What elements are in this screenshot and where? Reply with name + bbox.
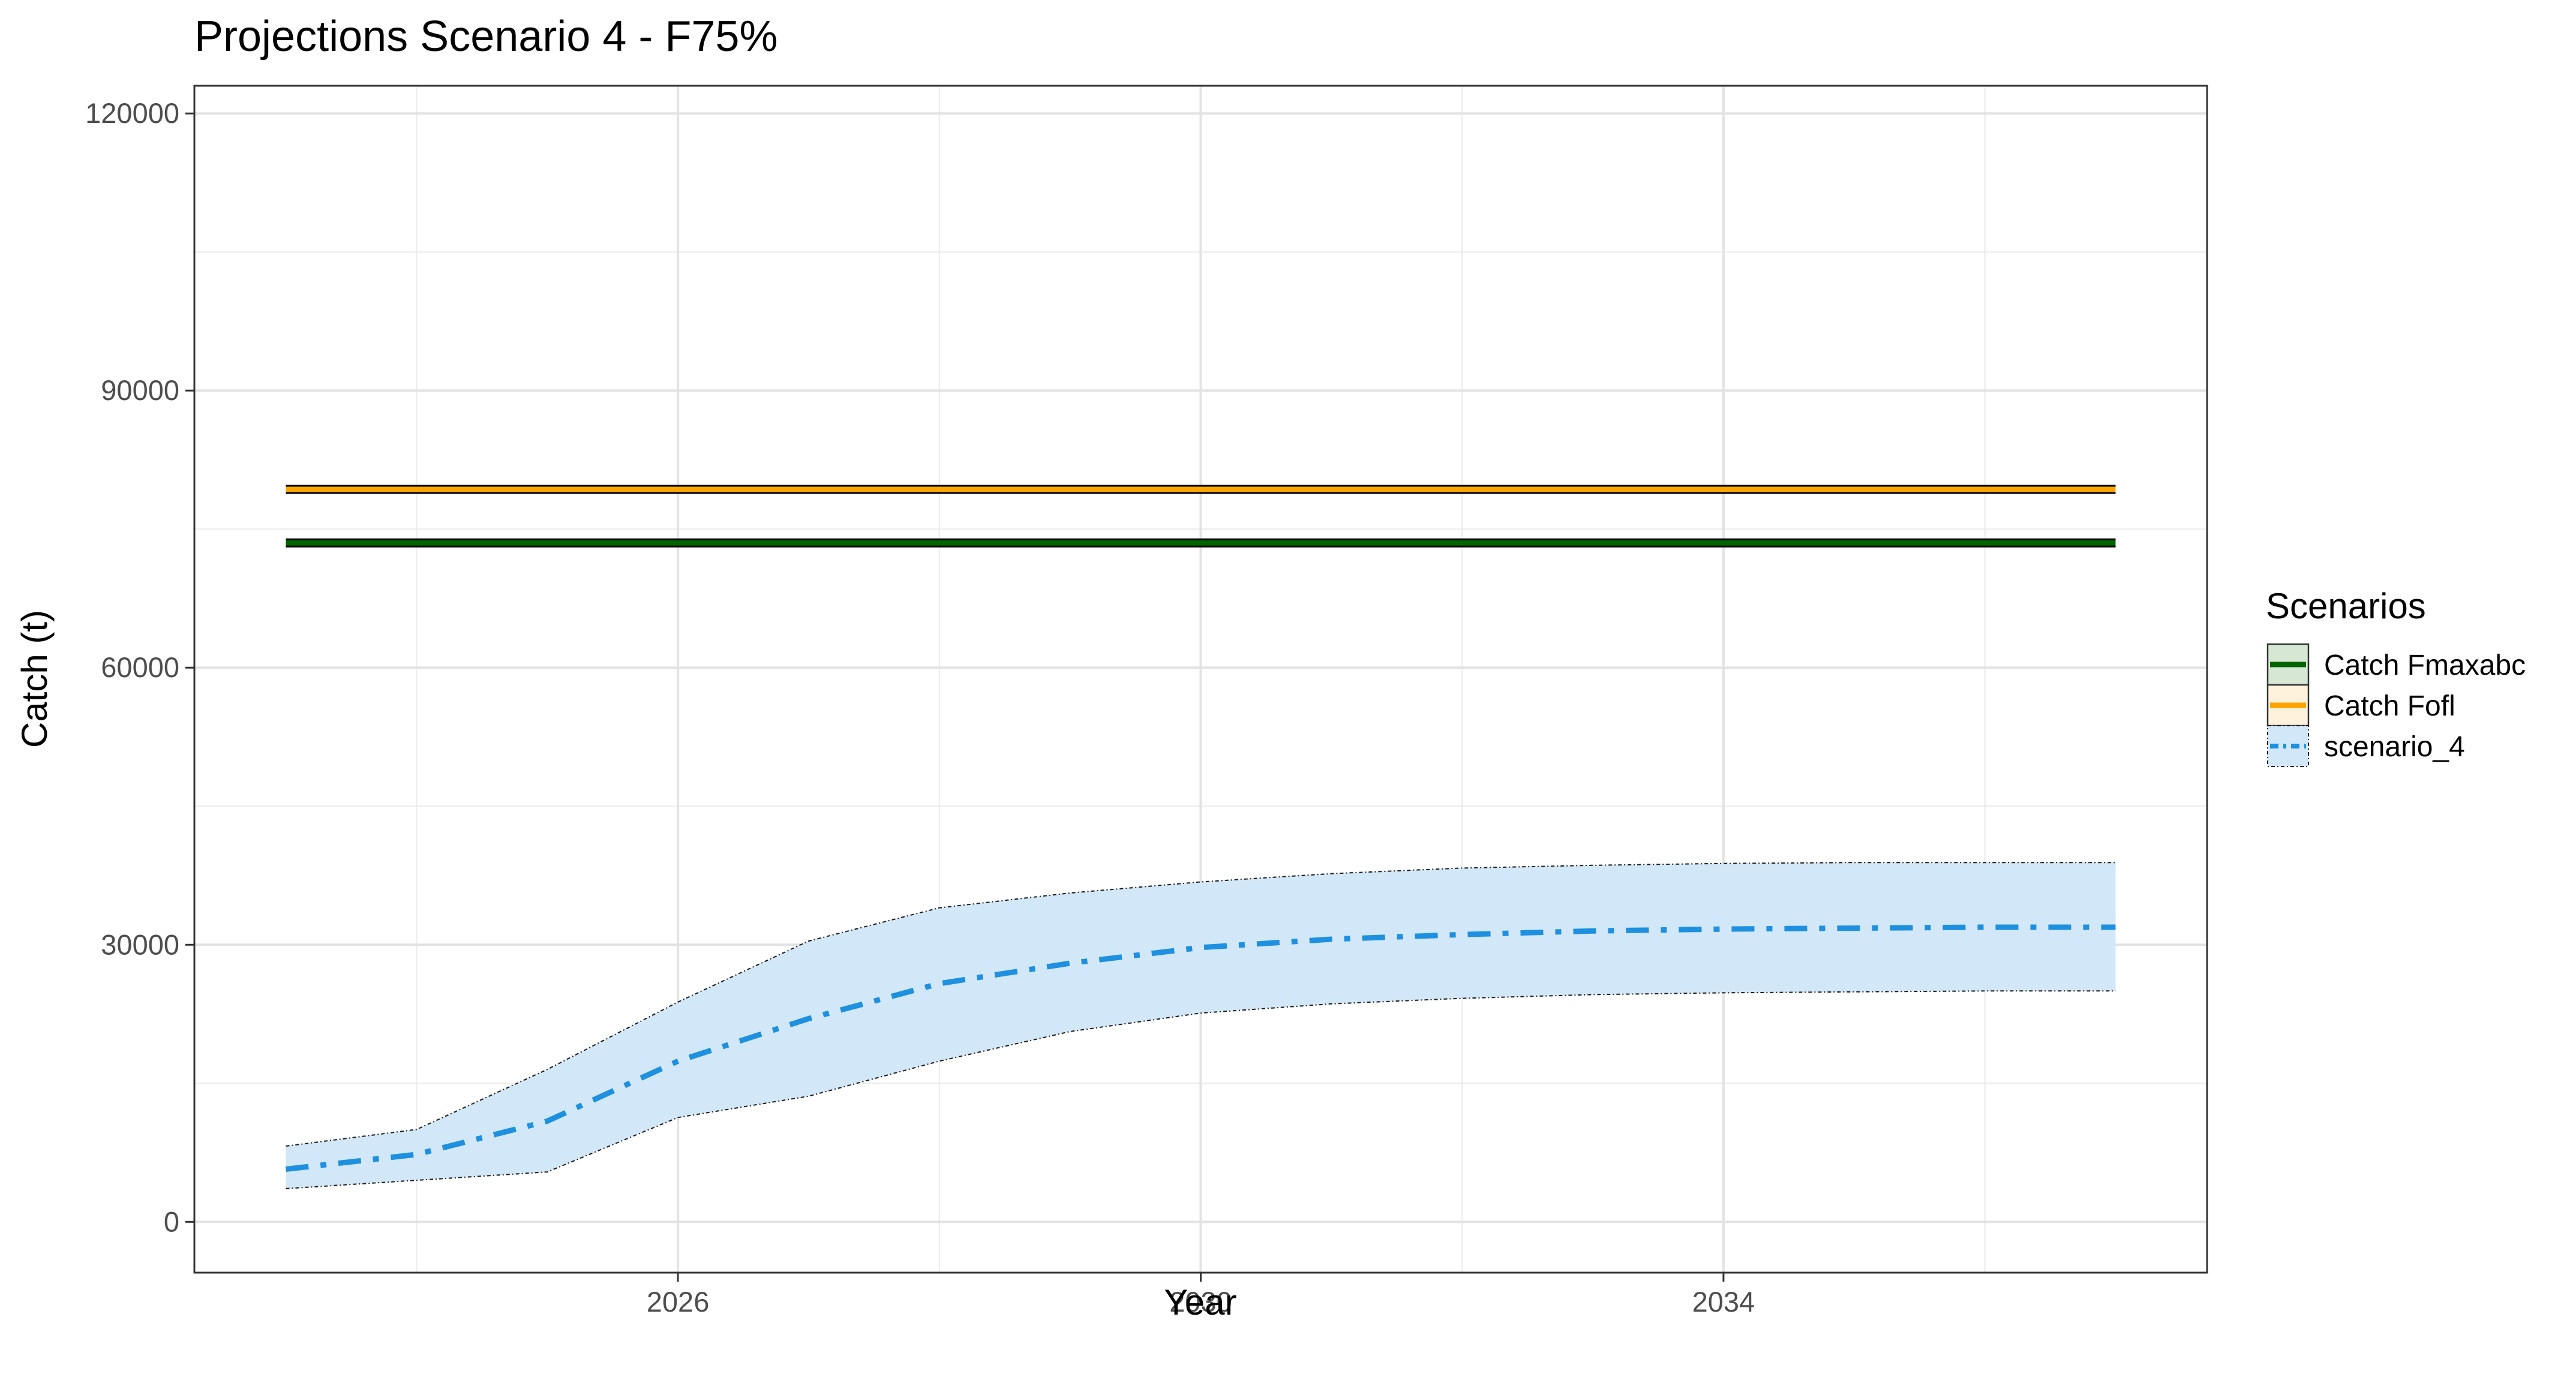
x-tick-label: 2030 <box>1169 1286 1232 1318</box>
confidence-band <box>286 862 2116 1189</box>
y-tick-label: 0 <box>164 1205 179 1237</box>
legend-label-catch-fmaxabc: Catch Fmaxabc <box>2324 650 2526 681</box>
legend-label-scenario-4: scenario_4 <box>2324 731 2465 763</box>
y-tick-label: 90000 <box>101 374 179 406</box>
legend-label-catch-fofl: Catch Fofl <box>2324 690 2455 722</box>
axis-layer: 0 30000 60000 90000 120000 2026 2030 2034 <box>85 97 1755 1318</box>
y-tick-label: 30000 <box>101 928 179 960</box>
legend-title: Scenarios <box>2266 586 2426 626</box>
y-tick-label: 60000 <box>101 651 179 683</box>
x-tick-label: 2026 <box>647 1286 710 1318</box>
band-lower-edge <box>286 990 2116 1189</box>
x-axis-title: Year <box>1164 1282 1236 1322</box>
legend-items: Catch Fmaxabc Catch Fofl scenario_4 <box>2266 643 2526 767</box>
series-layer <box>285 485 2116 1189</box>
y-axis-title: Catch (t) <box>14 610 55 748</box>
x-tick-label: 2034 <box>1692 1286 1755 1318</box>
legend: Scenarios Catch Fmaxabc Catch Fofl scenari… <box>2266 586 2526 767</box>
chart-title: Projections Scenario 4 - F75% <box>194 13 777 61</box>
band-upper-edge <box>286 862 2116 1147</box>
y-tick-label: 120000 <box>85 97 179 129</box>
